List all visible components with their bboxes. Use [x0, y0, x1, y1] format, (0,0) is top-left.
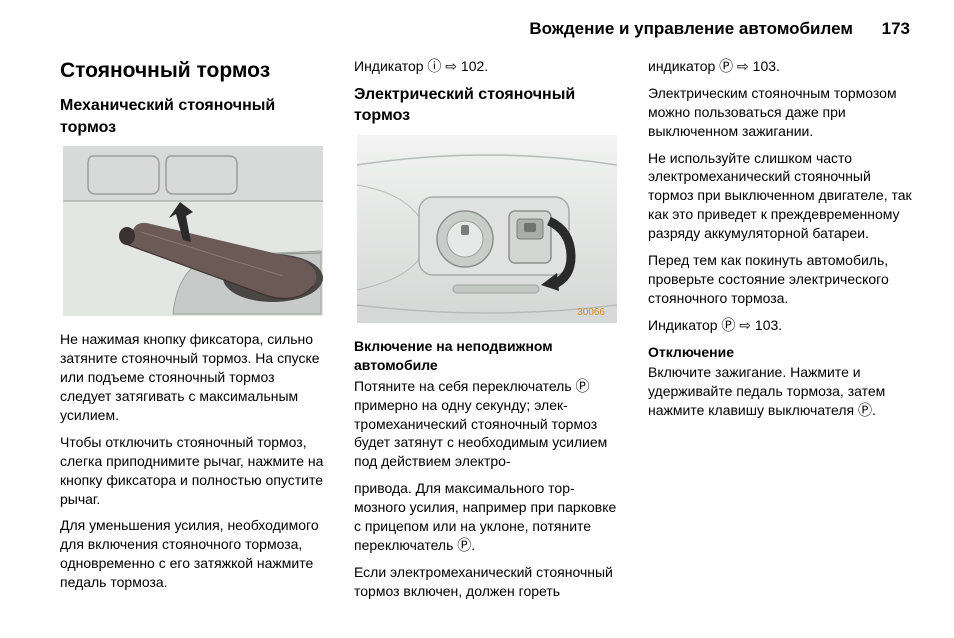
paragraph: Не используйте слишком часто электромеха…	[648, 149, 914, 243]
release-heading: Отключение	[648, 343, 914, 362]
text: Потяните на себя переключатель	[354, 378, 576, 394]
figure-label: 30066	[577, 307, 605, 318]
mechanical-brake-heading: Механический стояночный тормоз	[60, 95, 326, 138]
page-number: 173	[882, 18, 910, 41]
paragraph: Потяните на себя переключатель Ⓟ примерн…	[354, 377, 620, 471]
paragraph: Индикатор ⓘ ⇨ 102.	[354, 57, 620, 76]
text: .	[471, 537, 475, 553]
handbrake-lever-illustration	[60, 146, 326, 316]
paragraph: Включите зажигание. Нажмите и удерживайт…	[648, 363, 914, 420]
text: Индикатор	[648, 317, 721, 333]
page-header: Вождение и управление автомобилем 173	[60, 18, 914, 41]
engage-stationary-heading: Включение на неподвижном автомобиле	[354, 337, 620, 375]
page-reference: ⇨ 102.	[441, 58, 488, 74]
content-columns: Стояночный тормоз Механический стояночны…	[60, 57, 914, 615]
paragraph: Не нажимая кнопку фиксатора, сильно затя…	[60, 330, 326, 424]
warning-indicator-icon: ⓘ	[427, 58, 441, 74]
electric-brake-figure: 30066	[354, 135, 620, 323]
parking-brake-icon: Ⓟ	[721, 317, 735, 333]
electric-parking-brake-illustration: 30066	[354, 135, 620, 323]
text: Включите зажигание. Нажмите и удерживайт…	[648, 364, 885, 418]
page-reference: ⇨ 103.	[733, 58, 780, 74]
paragraph: Чтобы отключить стояночный тор­моз, слег…	[60, 433, 326, 509]
text: примерно на одну секунду; элек­тромехани…	[354, 397, 607, 470]
page-reference: ⇨ 103.	[735, 317, 782, 333]
parking-brake-icon: Ⓟ	[576, 378, 590, 394]
parking-brake-icon: Ⓟ	[858, 402, 872, 418]
electric-brake-heading: Электрический стояночный тормоз	[354, 84, 620, 127]
paragraph: Для уменьшения усилия, необхо­димого для…	[60, 516, 326, 592]
text: привода. Для максимального тор­мозного у…	[354, 480, 616, 553]
mechanical-brake-figure	[60, 146, 326, 316]
paragraph: Перед тем как покинуть автомо­биль, пров…	[648, 251, 914, 308]
paragraph: Электрическим стояночным тормо­зом можно…	[648, 84, 914, 141]
header-title: Вождение и управление автомобилем	[529, 19, 853, 38]
parking-brake-icon: Ⓟ	[457, 537, 471, 553]
main-heading: Стояночный тормоз	[60, 57, 326, 85]
text: .	[872, 402, 876, 418]
text: Индикатор	[354, 58, 427, 74]
parking-brake-icon: Ⓟ	[719, 58, 733, 74]
paragraph: Индикатор Ⓟ ⇨ 103.	[648, 316, 914, 335]
paragraph: привода. Для максимального тор­мозного у…	[354, 479, 620, 555]
